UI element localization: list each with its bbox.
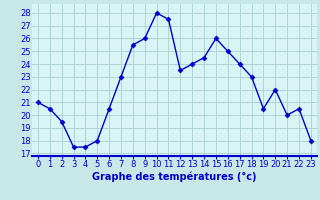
X-axis label: Graphe des températures (°c): Graphe des températures (°c) [92, 172, 257, 182]
